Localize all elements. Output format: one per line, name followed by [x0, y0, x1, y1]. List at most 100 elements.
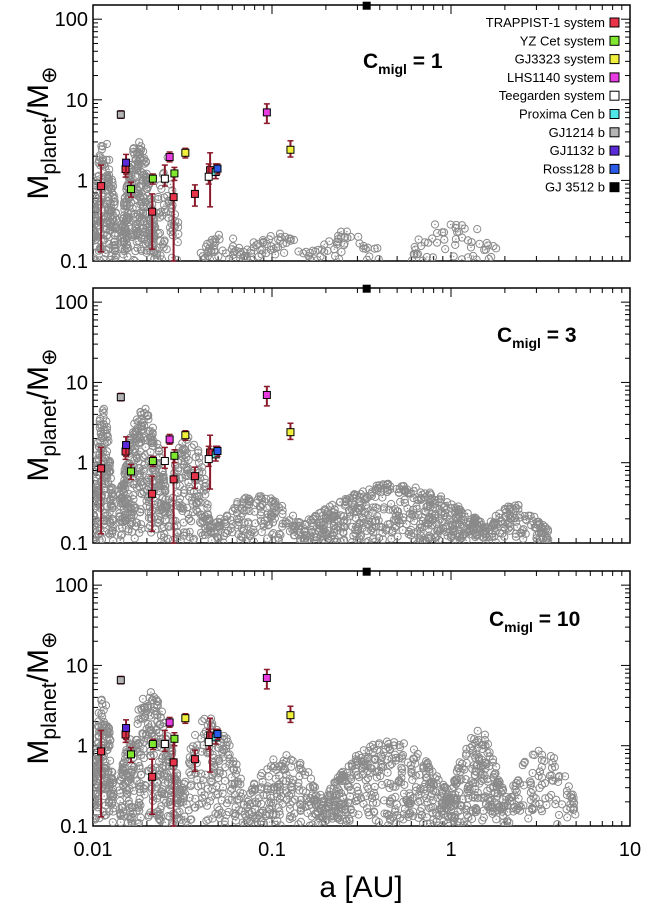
observed-planet-marker: [204, 172, 213, 181]
simulated-planet: [102, 447, 112, 456]
simulated-planet: [148, 428, 157, 437]
simulated-planet-center: [323, 243, 325, 246]
simulated-planet: [98, 155, 108, 164]
simulated-planet-center: [525, 519, 528, 522]
simulated-planet-center: [141, 493, 143, 495]
simulated-planet: [136, 245, 145, 254]
simulated-planet: [379, 505, 388, 514]
simulated-planet: [312, 533, 322, 542]
simulated-planet-center: [253, 241, 255, 244]
simulated-planet-center: [104, 494, 107, 496]
simulated-planet-center: [113, 234, 116, 236]
simulated-planet: [129, 501, 138, 510]
simulated-planet: [544, 535, 553, 543]
simulated-planet-center: [152, 469, 154, 471]
simulated-planet-center: [245, 509, 248, 511]
simulated-planet: [339, 522, 348, 531]
simulated-planet-center: [108, 460, 111, 462]
simulated-planet-center: [115, 227, 117, 230]
simulated-planet-center: [145, 179, 147, 181]
simulated-planet: [155, 228, 165, 238]
simulated-planet-center: [367, 247, 369, 249]
simulated-planet-center: [159, 519, 161, 522]
simulated-planet-center: [134, 250, 137, 252]
simulated-planet-center: [259, 249, 262, 251]
simulated-planet-center: [134, 451, 137, 453]
simulated-planet-center: [136, 457, 138, 460]
simulated-planet: [135, 138, 144, 147]
simulated-planet: [102, 218, 111, 227]
simulated-planet: [94, 500, 103, 509]
simulated-planet-center: [434, 223, 436, 226]
simulated-planet-center: [404, 499, 406, 501]
simulated-planet: [357, 503, 366, 512]
simulated-planet-center: [495, 247, 497, 250]
simulated-planet: [316, 532, 326, 541]
simulated-planet-center: [429, 493, 431, 496]
simulated-planet: [387, 534, 396, 543]
observed-planets: [97, 1, 371, 262]
simulated-planet-center: [109, 465, 111, 467]
simulated-planet-center: [102, 741, 104, 744]
simulated-planet: [237, 524, 246, 533]
simulated-planet-center: [476, 527, 478, 530]
simulated-planet-center: [160, 534, 162, 536]
simulated-planet: [254, 252, 263, 261]
simulated-planet: [118, 223, 127, 232]
observed-planet-marker: [148, 207, 157, 216]
simulated-planet-center: [351, 541, 353, 543]
simulated-planet-center: [412, 497, 415, 499]
simulated-planet: [400, 485, 409, 494]
simulated-planet-center: [146, 250, 148, 252]
simulated-planet: [481, 524, 490, 533]
simulated-planet: [250, 507, 259, 516]
y-tick-label: 10: [66, 372, 88, 394]
simulated-planet-center: [108, 810, 110, 813]
simulated-planet-center: [97, 791, 99, 794]
simulated-planet: [228, 528, 237, 537]
simulated-planet: [359, 518, 368, 528]
simulated-planet-center: [139, 221, 141, 223]
simulated-planet-center: [109, 210, 112, 212]
simulated-planet: [359, 244, 368, 253]
legend-swatch: [609, 90, 620, 101]
simulated-planet: [441, 508, 450, 517]
simulated-planet-center: [360, 534, 362, 536]
simulated-planet-center: [222, 541, 224, 543]
simulated-planet-center: [102, 723, 105, 726]
simulated-planet: [440, 235, 449, 244]
simulated-planet: [323, 246, 332, 255]
simulated-planet-center: [122, 492, 125, 494]
simulated-planet-center: [142, 468, 145, 470]
simulated-planet: [432, 238, 442, 247]
observed-planet-marker: [126, 467, 135, 476]
simulated-planet: [164, 213, 173, 222]
simulated-planet: [159, 472, 168, 482]
simulated-planet-center: [363, 495, 365, 498]
simulated-planet: [232, 515, 241, 524]
simulated-planet: [473, 225, 482, 234]
simulated-planet: [341, 497, 350, 507]
simulated-planet: [451, 240, 460, 249]
simulated-planet-center: [157, 198, 159, 200]
simulated-planet-center: [540, 527, 542, 529]
simulated-planet: [184, 464, 193, 473]
simulated-planet-center: [504, 515, 506, 518]
simulated-planet-center: [241, 536, 244, 539]
simulated-planet: [136, 489, 145, 498]
simulated-planet-center: [134, 227, 137, 229]
simulated-planet: [308, 518, 317, 527]
simulated-planet-center: [121, 241, 123, 243]
simulated-planet-center: [535, 537, 538, 539]
simulated-planet-center: [351, 502, 353, 504]
simulated-planet-center: [146, 240, 148, 243]
simulated-planet-center: [495, 541, 497, 543]
simulated-planet-center: [158, 450, 160, 453]
simulated-planet-center: [232, 257, 234, 260]
simulated-planet: [182, 453, 191, 462]
simulated-planet: [124, 243, 133, 252]
simulated-planet: [212, 532, 221, 542]
simulated-planet-center: [475, 258, 478, 261]
simulated-planet-center: [197, 449, 199, 452]
